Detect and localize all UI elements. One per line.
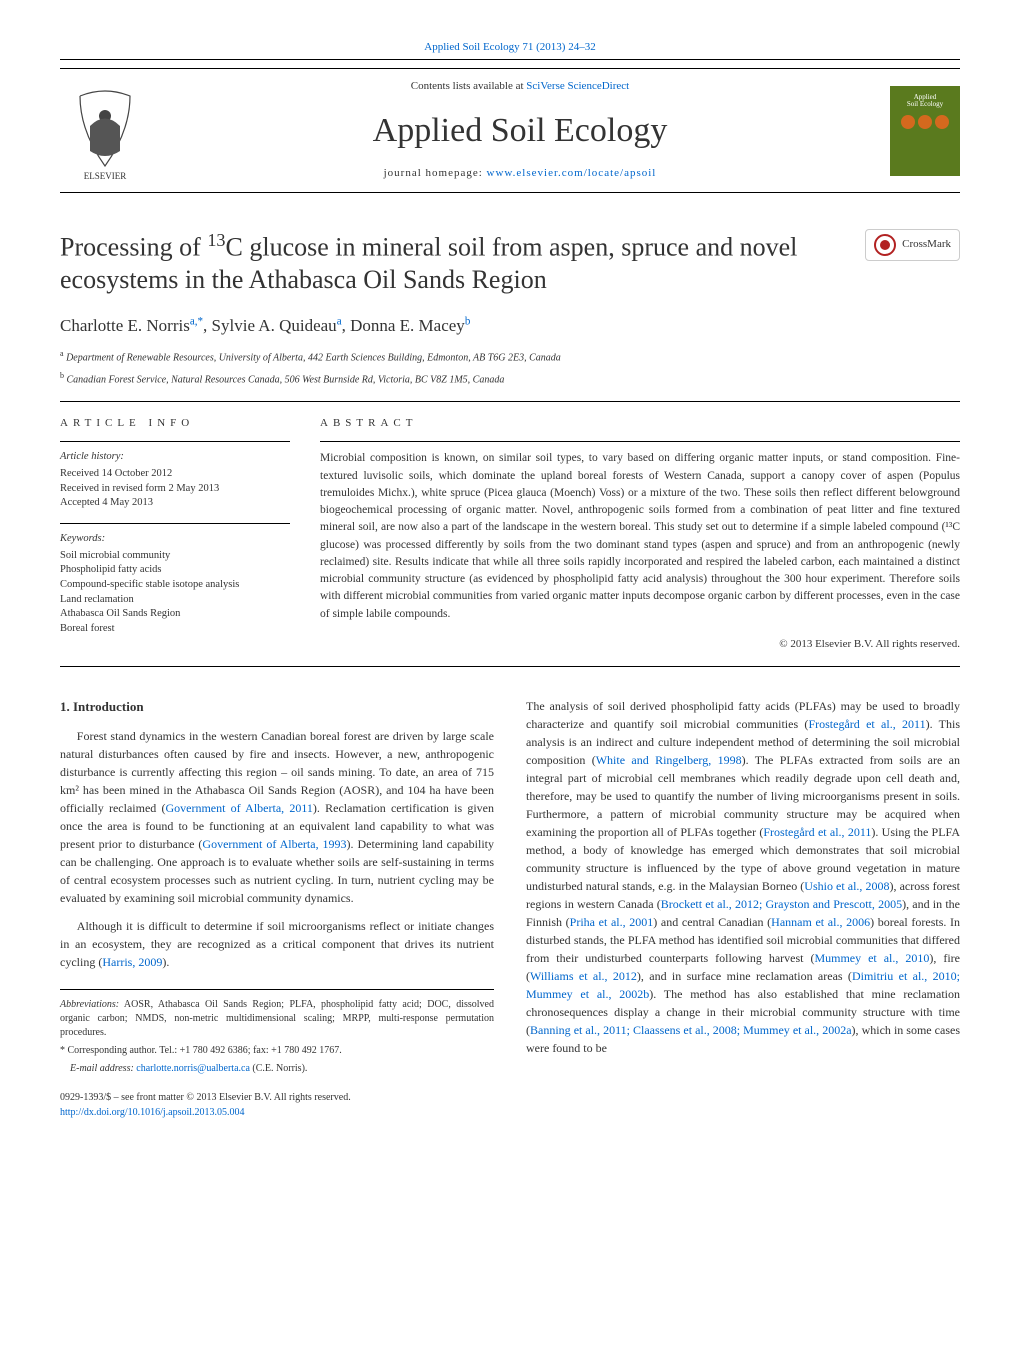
abstract-label: abstract: [320, 416, 960, 431]
corresponding-author: * Corresponding author. Tel.: +1 780 492…: [60, 1044, 494, 1058]
bottom-meta: 0929-1393/$ – see front matter © 2013 El…: [60, 1090, 494, 1120]
cover-title: Applied Soil Ecology: [907, 94, 943, 109]
intro-p1: Forest stand dynamics in the western Can…: [60, 727, 494, 907]
abstract-column: abstract Microbial composition is known,…: [320, 416, 960, 652]
svg-text:ELSEVIER: ELSEVIER: [84, 171, 127, 181]
crossmark-label: CrossMark: [902, 237, 951, 252]
crossmark-icon: [874, 234, 896, 256]
author-2: Sylvie A. Quideau: [212, 316, 337, 335]
footnotes: Abbreviations: AOSR, Athabasca Oil Sands…: [60, 989, 494, 1076]
abbreviations: Abbreviations: AOSR, Athabasca Oil Sands…: [60, 998, 494, 1040]
homepage-link[interactable]: www.elsevier.com/locate/apsoil: [487, 167, 657, 179]
cite-govt-alberta-1993[interactable]: Government of Alberta, 1993: [202, 837, 346, 851]
article-history: Article history: Received 14 October 201…: [60, 450, 290, 511]
contents-prefix: Contents lists available at: [411, 80, 526, 92]
cite-mummey-2010[interactable]: Mummey et al., 2010: [814, 951, 929, 965]
cite-frostegard-2011b[interactable]: Frostegård et al., 2011: [763, 825, 871, 839]
journal-cover-thumbnail: Applied Soil Ecology: [890, 86, 960, 176]
author-1: Charlotte E. Norris: [60, 316, 190, 335]
cite-priha-2001[interactable]: Priha et al., 2001: [570, 915, 654, 929]
info-abstract-block: article info Article history: Received 1…: [60, 416, 960, 652]
citation-header: Applied Soil Ecology 71 (2013) 24–32: [60, 40, 960, 55]
authors-line: Charlotte E. Norrisa,*, Sylvie A. Quidea…: [60, 314, 960, 338]
homepage-line: journal homepage: www.elsevier.com/locat…: [150, 166, 890, 181]
journal-name: Applied Soil Ecology: [150, 107, 890, 155]
title-row: Processing of 13C glucose in mineral soi…: [60, 229, 960, 297]
cite-harris-2009[interactable]: Harris, 2009: [102, 955, 162, 969]
sciencedirect-link[interactable]: SciVerse ScienceDirect: [526, 80, 629, 92]
doi-link[interactable]: http://dx.doi.org/10.1016/j.apsoil.2013.…: [60, 1107, 245, 1118]
cite-brockett-grayston[interactable]: Brockett et al., 2012; Grayston and Pres…: [661, 897, 902, 911]
affiliation-a: a Department of Renewable Resources, Uni…: [60, 348, 960, 365]
section-divider-2: [60, 666, 960, 667]
cite-frostegard-2011a[interactable]: Frostegård et al., 2011: [808, 717, 925, 731]
intro-p2: Although it is difficult to determine if…: [60, 917, 494, 971]
elsevier-logo: ELSEVIER: [60, 81, 150, 181]
article-title: Processing of 13C glucose in mineral soi…: [60, 229, 865, 297]
body-columns: 1. Introduction Forest stand dynamics in…: [60, 697, 960, 1120]
citation-link[interactable]: Applied Soil Ecology 71 (2013) 24–32: [424, 41, 595, 53]
cover-icons: [901, 115, 949, 129]
section-divider: [60, 401, 960, 402]
email-link[interactable]: charlotte.norris@ualberta.ca: [136, 1063, 250, 1074]
cite-white-ringelberg-1998[interactable]: White and Ringelberg, 1998: [596, 753, 742, 767]
cite-banning-claassens-mummey[interactable]: Banning et al., 2011; Claassens et al., …: [530, 1023, 852, 1037]
left-column: 1. Introduction Forest stand dynamics in…: [60, 697, 494, 1120]
issn-line: 0929-1393/$ – see front matter © 2013 El…: [60, 1090, 494, 1105]
abstract-copyright: © 2013 Elsevier B.V. All rights reserved…: [320, 637, 960, 652]
homepage-prefix: journal homepage:: [384, 167, 487, 179]
crossmark-badge[interactable]: CrossMark: [865, 229, 960, 261]
journal-header: ELSEVIER Contents lists available at Sci…: [60, 68, 960, 192]
cite-williams-2012[interactable]: Williams et al., 2012: [530, 969, 637, 983]
author-3: Donna E. Macey: [350, 316, 465, 335]
cite-hannam-2006[interactable]: Hannam et al., 2006: [771, 915, 870, 929]
email-line: E-mail address: charlotte.norris@ualbert…: [60, 1062, 494, 1076]
affiliation-b: b Canadian Forest Service, Natural Resou…: [60, 370, 960, 387]
col2-p1: The analysis of soil derived phospholipi…: [526, 697, 960, 1057]
right-column: The analysis of soil derived phospholipi…: [526, 697, 960, 1120]
contents-line: Contents lists available at SciVerse Sci…: [150, 79, 890, 94]
cite-govt-alberta-2011[interactable]: Government of Alberta, 2011: [165, 801, 312, 815]
top-rule: [60, 59, 960, 60]
cite-ushio-2008[interactable]: Ushio et al., 2008: [804, 879, 889, 893]
keywords-block: Keywords: Soil microbial community Phosp…: [60, 532, 290, 637]
header-center: Contents lists available at SciVerse Sci…: [150, 79, 890, 181]
abstract-text: Microbial composition is known, on simil…: [320, 450, 960, 623]
article-info-label: article info: [60, 416, 290, 431]
article-info-column: article info Article history: Received 1…: [60, 416, 290, 652]
intro-heading: 1. Introduction: [60, 697, 494, 717]
